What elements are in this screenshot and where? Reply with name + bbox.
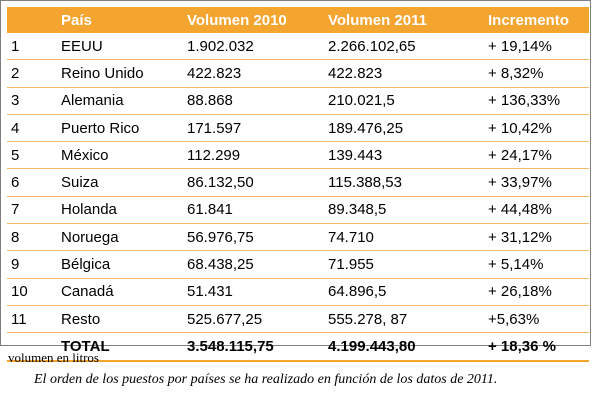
cell-country: TOTAL [51,332,175,362]
cell-volume-2011: 64.896,5 [318,278,478,306]
header-volume-2010: Volumen 2010 [175,7,318,33]
cell-country: Reino Unido [51,59,175,88]
table-row: 6 Suiza 86.132,50 115.388,53 + 33,97% [7,168,589,197]
header-volume-2011: Volumen 2011 [318,7,478,33]
cell-increase: + 18,36 % [478,332,589,362]
cell-country: Suiza [51,168,175,197]
cell-country: Bélgica [51,250,175,279]
cell-country: Puerto Rico [51,114,175,143]
cell-increase: + 5,14% [478,250,589,279]
cell-increase: +5,63% [478,305,589,334]
cell-volume-2010: 61.841 [175,196,318,225]
cell-volume-2010: 3.548.115,75 [175,332,318,362]
table-row: 3 Alemania 88.868 210.021,5 + 136,33% [7,87,589,115]
cell-rank: 9 [7,250,51,279]
cell-volume-2011: 89.348,5 [318,196,478,225]
cell-rank [7,332,51,362]
cell-volume-2011: 189.476,25 [318,114,478,143]
cell-rank: 4 [7,114,51,143]
cell-volume-2011: 555.278, 87 [318,305,478,334]
cell-rank: 2 [7,59,51,88]
cell-volume-2010: 1.902.032 [175,33,318,61]
table-row: 4 Puerto Rico 171.597 189.476,25 + 10,42% [7,114,589,143]
cell-rank: 5 [7,141,51,170]
cell-rank: 11 [7,305,51,334]
cell-country: Noruega [51,223,175,252]
cell-rank: 8 [7,223,51,252]
table-row: 2 Reino Unido 422.823 422.823 + 8,32% [7,59,589,88]
cell-volume-2011: 71.955 [318,250,478,279]
wine-volume-table: País Volumen 2010 Volumen 2011 Increment… [7,7,589,362]
table-row: 1 EEUU 1.902.032 2.266.102,65 + 19,14% [7,33,589,61]
cell-rank: 3 [7,87,51,115]
cell-increase: + 26,18% [478,278,589,306]
table-frame: País Volumen 2010 Volumen 2011 Increment… [0,0,591,362]
cell-volume-2010: 86.132,50 [175,168,318,197]
cell-volume-2011: 115.388,53 [318,168,478,197]
cell-volume-2010: 525.677,25 [175,305,318,334]
cell-volume-2011: 210.021,5 [318,87,478,115]
cell-increase: + 136,33% [478,87,589,115]
cell-rank: 7 [7,196,51,225]
cell-increase: + 44,48% [478,196,589,225]
cell-volume-2011: 4.199.443,80 [318,332,478,362]
header-country: País [51,7,175,33]
cell-country: Alemania [51,87,175,115]
cell-country: Resto [51,305,175,334]
cell-country: México [51,141,175,170]
cell-increase: + 31,12% [478,223,589,252]
cell-country: Holanda [51,196,175,225]
cell-rank: 6 [7,168,51,197]
cell-country: Canadá [51,278,175,306]
cell-rank: 1 [7,33,51,61]
header-increase: Incremento [478,7,589,33]
cell-volume-2011: 139.443 [318,141,478,170]
table-header-row: País Volumen 2010 Volumen 2011 Increment… [7,7,589,33]
table-row: 10 Canadá 51.431 64.896,5 + 26,18% [7,278,589,306]
cell-volume-2010: 171.597 [175,114,318,143]
cell-volume-2011: 422.823 [318,59,478,88]
source-caption: El orden de los puestos por países se ha… [34,372,498,387]
cell-country: EEUU [51,33,175,61]
cell-volume-2011: 2.266.102,65 [318,33,478,61]
table-row: 11 Resto 525.677,25 555.278, 87 +5,63% [7,305,589,334]
cell-rank: 10 [7,278,51,306]
cell-increase: + 24,17% [478,141,589,170]
cell-increase: + 10,42% [478,114,589,143]
cell-volume-2010: 112.299 [175,141,318,170]
cell-volume-2011: 74.710 [318,223,478,252]
cell-volume-2010: 56.976,75 [175,223,318,252]
header-rank [7,7,51,33]
table-row: 8 Noruega 56.976,75 74.710 + 31,12% [7,223,589,252]
cell-volume-2010: 68.438,25 [175,250,318,279]
table-body: 1 EEUU 1.902.032 2.266.102,65 + 19,14% 2 Reino… [7,33,589,362]
table-row: 7 Holanda 61.841 89.348,5 + 44,48% [7,196,589,225]
cell-volume-2010: 51.431 [175,278,318,306]
table-row: 5 México 112.299 139.443 + 24,17% [7,141,589,170]
cell-volume-2010: 88.868 [175,87,318,115]
cell-increase: + 19,14% [478,33,589,61]
cell-increase: + 8,32% [478,59,589,88]
total-row: TOTAL 3.548.115,75 4.199.443,80 + 18,36 % [7,332,589,362]
table-row: 9 Bélgica 68.438,25 71.955 + 5,14% [7,250,589,279]
cell-volume-2010: 422.823 [175,59,318,88]
cell-increase: + 33,97% [478,168,589,197]
unit-note: volumen en litros [8,350,99,365]
